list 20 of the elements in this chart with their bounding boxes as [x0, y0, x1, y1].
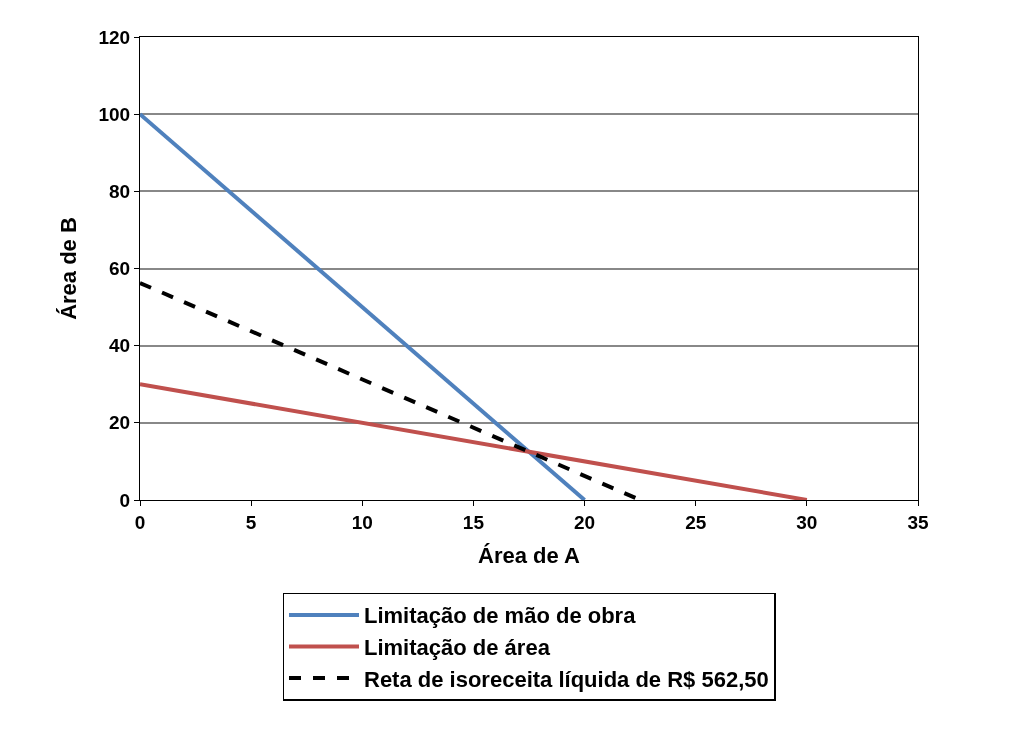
- y-tick-label: 80: [109, 180, 131, 202]
- legend-label: Limitação de mão de obra: [364, 603, 637, 629]
- x-tick-label: 5: [245, 511, 257, 533]
- x-tick-label: 15: [462, 511, 485, 533]
- x-axis-title: Área de A: [478, 542, 581, 568]
- x-tick-label: 25: [685, 511, 707, 533]
- legend-label: Limitação de área: [364, 635, 551, 661]
- y-tick-label: 100: [98, 103, 131, 125]
- x-tick-label: 35: [907, 511, 929, 533]
- legend-label: Reta de isoreceita líquida de R$ 562,50: [364, 666, 769, 692]
- y-tick-label: 0: [119, 489, 131, 511]
- x-tick-label: 0: [134, 511, 146, 533]
- x-tick-label: 30: [796, 511, 818, 533]
- x-tick-label: 20: [574, 511, 596, 533]
- x-tick-label: 10: [351, 511, 373, 533]
- y-tick-label: 120: [98, 26, 131, 48]
- y-tick-label: 60: [109, 258, 131, 280]
- y-axis-title: Área de B: [56, 217, 82, 320]
- y-tick-label: 20: [109, 412, 131, 434]
- y-tick-label: 40: [109, 335, 131, 357]
